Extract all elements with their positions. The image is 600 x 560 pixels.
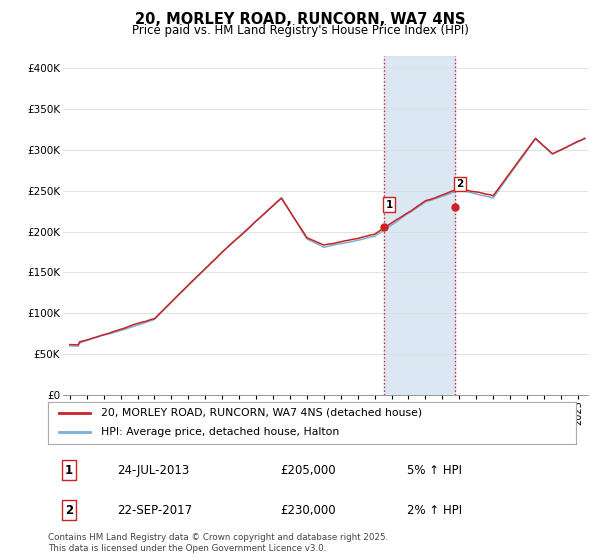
Text: 5% ↑ HPI: 5% ↑ HPI xyxy=(407,464,462,477)
Text: HPI: Average price, detached house, Halton: HPI: Average price, detached house, Halt… xyxy=(101,427,339,437)
Text: £205,000: £205,000 xyxy=(280,464,336,477)
Text: 22-SEP-2017: 22-SEP-2017 xyxy=(116,504,192,517)
Text: 2: 2 xyxy=(456,179,463,189)
Text: Price paid vs. HM Land Registry's House Price Index (HPI): Price paid vs. HM Land Registry's House … xyxy=(131,24,469,37)
Text: 1: 1 xyxy=(386,199,393,209)
Text: 2% ↑ HPI: 2% ↑ HPI xyxy=(407,504,462,517)
Text: 20, MORLEY ROAD, RUNCORN, WA7 4NS (detached house): 20, MORLEY ROAD, RUNCORN, WA7 4NS (detac… xyxy=(101,408,422,418)
Text: 2: 2 xyxy=(65,504,73,517)
Text: £230,000: £230,000 xyxy=(280,504,336,517)
Text: Contains HM Land Registry data © Crown copyright and database right 2025.
This d: Contains HM Land Registry data © Crown c… xyxy=(48,533,388,553)
Text: 20, MORLEY ROAD, RUNCORN, WA7 4NS: 20, MORLEY ROAD, RUNCORN, WA7 4NS xyxy=(135,12,465,27)
Bar xyxy=(384,56,455,395)
Text: 1: 1 xyxy=(65,464,73,477)
Text: 24-JUL-2013: 24-JUL-2013 xyxy=(116,464,189,477)
